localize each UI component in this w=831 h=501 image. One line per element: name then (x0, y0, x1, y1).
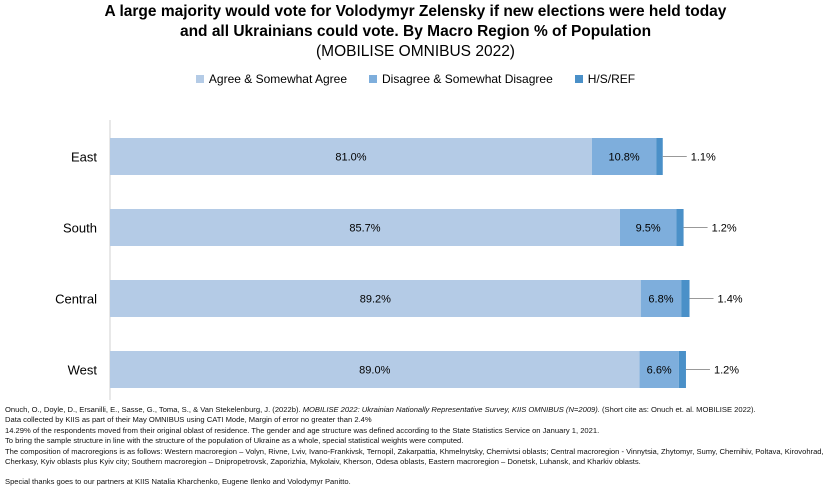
bar-chart: East 81.0% 10.8% 1.1% South 85.7% 9.5% 1.2% Cent… (55, 120, 743, 400)
category-label: East (71, 150, 97, 165)
note-text: Special thanks goes to our partners at K… (5, 477, 351, 487)
data-label: 89.0% (359, 365, 390, 377)
subtitle-text: (MOBILISE OMNIBUS 2022) (316, 43, 515, 60)
data-label: 85.7% (349, 223, 380, 235)
data-label: 81.0% (335, 152, 366, 164)
bar-segment (110, 209, 620, 246)
legend-item-disagree: Disagree & Somewhat Disagree (369, 72, 553, 86)
legend: Agree & Somewhat Agree Disagree & Somewh… (0, 72, 831, 86)
bar-segment (676, 209, 684, 246)
legend-item-hsref: H/S/REF (574, 72, 636, 86)
data-label: 6.6% (647, 365, 672, 377)
data-label: 1.4% (718, 294, 743, 306)
legend-swatch (195, 75, 204, 83)
category-label: West (68, 363, 98, 378)
data-label: 10.8% (608, 152, 639, 164)
legend-item-agree: Agree & Somewhat Agree (195, 72, 347, 86)
category-label: Central (55, 292, 97, 307)
note-text: (Short cite as: Onuch et. al. MOBILISE 2… (599, 405, 756, 414)
bar-segment (110, 280, 641, 317)
bar-segment (591, 138, 657, 175)
legend-label: Agree & Somewhat Agree (208, 72, 347, 86)
bar-segment (110, 351, 640, 388)
note-text: The composition of macroregions is as fo… (5, 446, 824, 456)
data-label: 1.1% (691, 152, 716, 164)
title-text: A large majority would vote for Volodymy… (104, 3, 727, 40)
legend-label: H/S/REF (587, 72, 636, 86)
legend-swatch (369, 75, 377, 83)
bar-segment (619, 209, 677, 246)
note-text: Cherkasy, Kyiv oblasts plus Kyiv city; S… (5, 457, 641, 467)
bar-segment (681, 280, 690, 317)
footnotes: Onuch, O., Doyle, D., Ersanilli, E., Sas… (5, 405, 824, 488)
category-label: South (63, 221, 97, 236)
bar-segment (656, 138, 663, 175)
data-label: 9.5% (636, 223, 661, 235)
legend-label: Disagree & Somewhat Disagree (382, 72, 553, 86)
bar-segment (678, 351, 686, 388)
bar-segment (639, 351, 679, 388)
chart-title: A large majority would vote for Volodymy… (0, 2, 831, 62)
note-text: 14.29% of the respondents moved from the… (5, 425, 600, 435)
note-text: MOBILISE 2022: Ukrainian Nationally Repr… (302, 405, 600, 414)
bar-segment (640, 280, 682, 317)
note-text: To bring the sample structure in line wi… (5, 436, 464, 446)
note-text: Onuch, O., Doyle, D., Ersanilli, E., Sas… (5, 405, 303, 414)
data-label: 1.2% (714, 365, 739, 377)
data-label: 1.2% (712, 223, 737, 235)
legend-swatch (574, 75, 583, 83)
note-text: Data collected by KIIS as part of their … (5, 415, 372, 425)
citation: Onuch, O., Doyle, D., Ersanilli, E., Sas… (5, 405, 824, 415)
bar-segment (110, 138, 592, 175)
data-label: 89.2% (360, 294, 391, 306)
data-label: 6.8% (648, 294, 673, 306)
